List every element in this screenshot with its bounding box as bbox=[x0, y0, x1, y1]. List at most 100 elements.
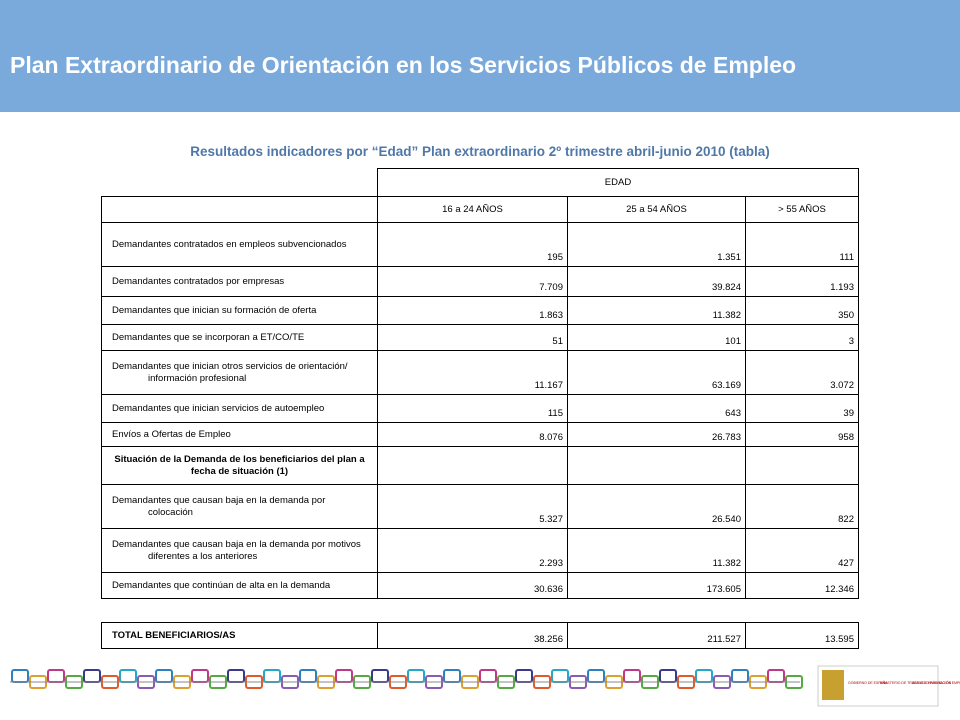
value-cell: 12.346 bbox=[745, 572, 859, 599]
chain-link bbox=[767, 669, 785, 683]
row-label: Demandantes que inician servicios de aut… bbox=[101, 394, 378, 423]
row-label-text: Demandantes que inician su formación de … bbox=[112, 304, 317, 316]
value-cell: 101 bbox=[567, 324, 746, 351]
value-cell bbox=[745, 446, 859, 485]
value-cell: 173.605 bbox=[567, 572, 746, 599]
chain-link bbox=[227, 669, 245, 683]
row-label: Demandantes que inician su formación de … bbox=[101, 296, 378, 325]
row-label-text: Demandantes que causan baja en la demand… bbox=[112, 494, 326, 518]
chain-link bbox=[659, 669, 677, 683]
row-label: Envíos a Ofertas de Empleo bbox=[101, 422, 378, 447]
chain-link bbox=[587, 669, 605, 683]
row-label: Demandantes que inician otros servicios … bbox=[101, 350, 378, 395]
value-cell-text: 5.327 bbox=[539, 514, 563, 525]
logo-text: SERVICIO PÚBLICO DE EMPLEO ESTATAL bbox=[912, 681, 960, 685]
value-cell-text: 1.863 bbox=[539, 310, 563, 321]
chain-link bbox=[119, 669, 137, 683]
header-blank bbox=[101, 196, 378, 223]
value-cell bbox=[377, 446, 568, 485]
value-cell-text: 643 bbox=[725, 408, 741, 419]
value-cell: 643 bbox=[567, 394, 746, 423]
value-cell-text: 12.346 bbox=[824, 584, 854, 595]
chain-link bbox=[551, 669, 569, 683]
value-cell-text: 1.351 bbox=[717, 252, 741, 263]
value-cell-text: 173.605 bbox=[706, 584, 741, 595]
subtitle: Resultados indicadores por “Edad” Plan e… bbox=[190, 144, 770, 159]
logo-text: GOBIERNO DE ESPAÑA bbox=[848, 680, 888, 685]
value-cell: 822 bbox=[745, 484, 859, 529]
chain-link bbox=[83, 669, 101, 683]
row-label-text: Envíos a Ofertas de Empleo bbox=[112, 428, 231, 440]
value-cell-text: 111 bbox=[839, 252, 854, 263]
value-cell-text: 195 bbox=[547, 252, 563, 263]
chain-link bbox=[515, 669, 533, 683]
value-cell: 30.636 bbox=[377, 572, 568, 599]
chain-link bbox=[443, 669, 461, 683]
group-header-text: EDAD bbox=[604, 177, 632, 188]
value-cell: 5.327 bbox=[377, 484, 568, 529]
row-label: Demandantes que causan baja en la demand… bbox=[101, 528, 378, 573]
row-label-text: Demandantes que se incorporan a ET/CO/TE bbox=[112, 331, 305, 343]
row-label: Demandantes que se incorporan a ET/CO/TE bbox=[101, 324, 378, 351]
value-cell-text: 30.636 bbox=[533, 584, 563, 595]
value-cell: 26.783 bbox=[567, 422, 746, 447]
column-header-text: > 55 AÑOS bbox=[778, 204, 826, 215]
value-cell: 195 bbox=[377, 222, 568, 267]
total-label: TOTAL BENEFICIARIOS/AS bbox=[101, 622, 378, 649]
value-cell: 3.072 bbox=[745, 350, 859, 395]
value-cell bbox=[567, 446, 746, 485]
value-cell-text: 2.293 bbox=[539, 558, 563, 569]
chain-link bbox=[263, 669, 281, 683]
value-cell: 1.863 bbox=[377, 296, 568, 325]
value-cell-text: 51 bbox=[552, 336, 563, 347]
chain-link bbox=[11, 669, 29, 683]
total-value-text: 211.527 bbox=[707, 634, 741, 645]
row-label-text: Demandantes que continúan de alta en la … bbox=[112, 579, 331, 591]
value-cell-text: 26.540 bbox=[711, 514, 741, 525]
value-cell-text: 8.076 bbox=[539, 432, 563, 443]
chain-link bbox=[731, 669, 749, 683]
value-cell-text: 101 bbox=[725, 336, 741, 347]
value-cell: 1.351 bbox=[567, 222, 746, 267]
chain-link bbox=[695, 669, 713, 683]
value-cell: 39 bbox=[745, 394, 859, 423]
value-cell-text: 958 bbox=[838, 432, 854, 443]
value-cell: 11.382 bbox=[567, 528, 746, 573]
logo-text: MINISTERIO DE TRABAJO E INMIGRACIÓN bbox=[880, 680, 952, 685]
value-cell: 39.824 bbox=[567, 266, 746, 297]
value-cell-text: 11.382 bbox=[712, 310, 741, 321]
value-cell: 1.193 bbox=[745, 266, 859, 297]
row-label: Demandantes contratados por empresas bbox=[101, 266, 378, 297]
title: Plan Extraordinario de Orientación en lo… bbox=[10, 52, 797, 78]
value-cell-text: 350 bbox=[838, 310, 854, 321]
value-cell-text: 11.167 bbox=[534, 380, 563, 391]
chain-link bbox=[407, 669, 425, 683]
column-header: 16 a 24 AÑOS bbox=[377, 196, 568, 223]
value-cell: 51 bbox=[377, 324, 568, 351]
row-label-text: Demandantes que inician otros servicios … bbox=[112, 360, 348, 384]
chain-link bbox=[335, 669, 353, 683]
value-cell-text: 7.709 bbox=[539, 282, 563, 293]
value-cell-text: 3.072 bbox=[830, 380, 854, 391]
value-cell-text: 427 bbox=[838, 558, 854, 569]
chain-link bbox=[623, 669, 641, 683]
row-label-text: Demandantes contratados por empresas bbox=[112, 275, 285, 287]
row-label: Demandantes que continúan de alta en la … bbox=[101, 572, 378, 599]
value-cell-text: 39.824 bbox=[711, 282, 741, 293]
value-cell-text: 115 bbox=[547, 408, 563, 419]
value-cell: 11.167 bbox=[377, 350, 568, 395]
total-value: 211.527 bbox=[567, 622, 746, 649]
row-label: Situación de la Demanda de los beneficia… bbox=[101, 446, 378, 485]
group-header: EDAD bbox=[377, 168, 859, 197]
total-value: 38.256 bbox=[377, 622, 568, 649]
value-cell: 111 bbox=[745, 222, 859, 267]
value-cell: 115 bbox=[377, 394, 568, 423]
chain-link bbox=[191, 669, 209, 683]
total-value-text: 38.256 bbox=[533, 634, 563, 645]
value-cell-text: 39 bbox=[843, 408, 854, 419]
value-cell: 26.540 bbox=[567, 484, 746, 529]
chain-link bbox=[155, 669, 173, 683]
chain-link bbox=[371, 669, 389, 683]
value-cell: 3 bbox=[745, 324, 859, 351]
